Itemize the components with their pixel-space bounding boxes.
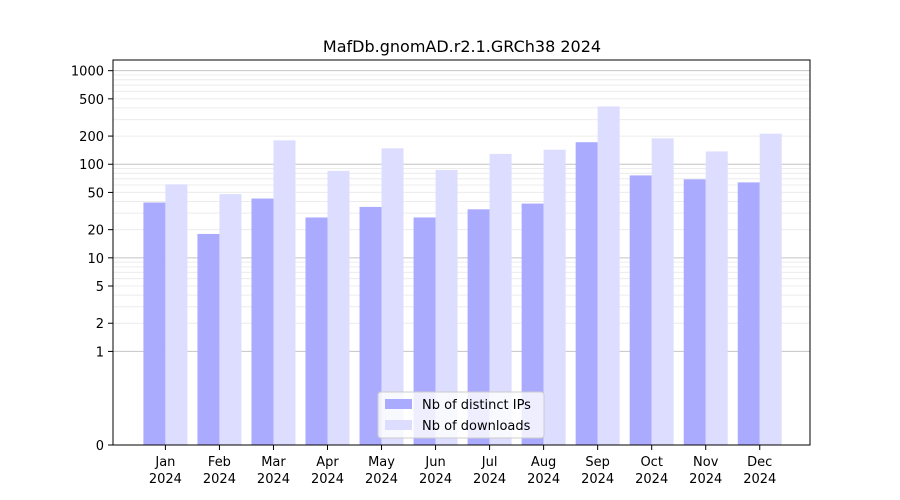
x-tick-label-month: Jan bbox=[154, 455, 175, 470]
bar-ips-feb bbox=[197, 233, 220, 445]
x-tick-label-month: Oct bbox=[640, 455, 662, 470]
y-tick-label: 20 bbox=[87, 224, 104, 239]
legend-swatch-ips bbox=[385, 399, 412, 409]
x-tick-label-year: 2024 bbox=[473, 472, 506, 487]
x-tick-label-month: Jul bbox=[481, 455, 498, 470]
bar-ips-nov bbox=[683, 179, 706, 445]
bar-ips-may bbox=[359, 206, 382, 445]
legend-label-downloads: Nb of downloads bbox=[422, 419, 531, 434]
bar-downloads-sep bbox=[597, 106, 620, 445]
bar-downloads-feb bbox=[219, 194, 242, 445]
bar-downloads-oct bbox=[651, 138, 674, 446]
y-tick-label: 500 bbox=[79, 93, 104, 108]
bar-downloads-jan bbox=[165, 184, 188, 445]
y-tick-label: 100 bbox=[79, 158, 104, 173]
y-axis: 0 1 2 5 10 20 50 100 200 500 1000 bbox=[71, 65, 113, 454]
bar-downloads-jun bbox=[435, 169, 458, 445]
x-tick-label-month: Jun bbox=[424, 455, 445, 470]
legend-box bbox=[377, 391, 545, 439]
x-tick-label-month: Sep bbox=[585, 455, 610, 470]
bar-downloads-apr bbox=[327, 170, 350, 446]
x-tick-label-month: Feb bbox=[208, 455, 231, 470]
y-tick-label: 2 bbox=[96, 317, 104, 332]
y-tick-label: 50 bbox=[87, 186, 104, 201]
bar-downloads-dec bbox=[759, 133, 782, 446]
bars bbox=[143, 106, 782, 446]
x-tick-label-year: 2024 bbox=[635, 472, 668, 487]
x-tick-label-year: 2024 bbox=[311, 472, 344, 487]
y-tick-label: 0 bbox=[96, 439, 104, 454]
bar-downloads-nov bbox=[705, 151, 728, 446]
bar-ips-jun bbox=[413, 217, 436, 445]
bar-downloads-mar bbox=[273, 140, 296, 445]
x-tick-label-month: May bbox=[368, 455, 395, 470]
x-tick-label-year: 2024 bbox=[743, 472, 776, 487]
y-tick-label: 1000 bbox=[71, 65, 104, 80]
x-tick-label-month: Apr bbox=[316, 455, 339, 470]
x-tick-label-year: 2024 bbox=[365, 472, 398, 487]
chart-title: MafDb.gnomAD.r2.1.GRCh38 2024 bbox=[323, 37, 601, 56]
bar-downloads-jul bbox=[489, 153, 512, 446]
bar-ips-oct bbox=[629, 175, 652, 445]
y-tick-label: 200 bbox=[79, 130, 104, 145]
y-tick-label: 1 bbox=[96, 345, 104, 360]
x-tick-label-month: Dec bbox=[747, 455, 772, 470]
x-tick-label-year: 2024 bbox=[689, 472, 722, 487]
bar-ips-dec bbox=[737, 182, 760, 445]
x-tick-label-year: 2024 bbox=[419, 472, 452, 487]
bar-ips-aug bbox=[521, 203, 544, 445]
bar-ips-jul bbox=[467, 209, 490, 445]
x-tick-label-year: 2024 bbox=[149, 472, 182, 487]
bar-downloads-may bbox=[381, 148, 404, 446]
x-tick-label-month: Nov bbox=[693, 455, 719, 470]
bar-ips-mar bbox=[251, 198, 274, 445]
bar-ips-jan bbox=[143, 202, 166, 445]
x-tick-label-year: 2024 bbox=[203, 472, 236, 487]
y-tick-label: 5 bbox=[96, 280, 104, 295]
plot-frame bbox=[112, 59, 811, 446]
legend-label-ips: Nb of distinct IPs bbox=[422, 398, 531, 413]
bar-ips-apr bbox=[305, 217, 328, 445]
x-axis: Jan 2024 Feb 2024 Mar 2024 Apr 2024 May 2024 Jun 20… bbox=[149, 445, 776, 487]
x-tick-label-month: Mar bbox=[261, 455, 286, 470]
x-tick-label-year: 2024 bbox=[581, 472, 614, 487]
x-tick-label-month: Aug bbox=[531, 455, 556, 470]
legend: Nb of distinct IPs Nb of downloads bbox=[377, 391, 545, 439]
bar-ips-sep bbox=[575, 142, 598, 445]
x-tick-label-year: 2024 bbox=[527, 472, 560, 487]
x-tick-label-year: 2024 bbox=[257, 472, 290, 487]
legend-swatch-downloads bbox=[385, 420, 412, 430]
y-tick-label: 10 bbox=[87, 252, 104, 267]
bar-downloads-aug bbox=[543, 149, 566, 445]
